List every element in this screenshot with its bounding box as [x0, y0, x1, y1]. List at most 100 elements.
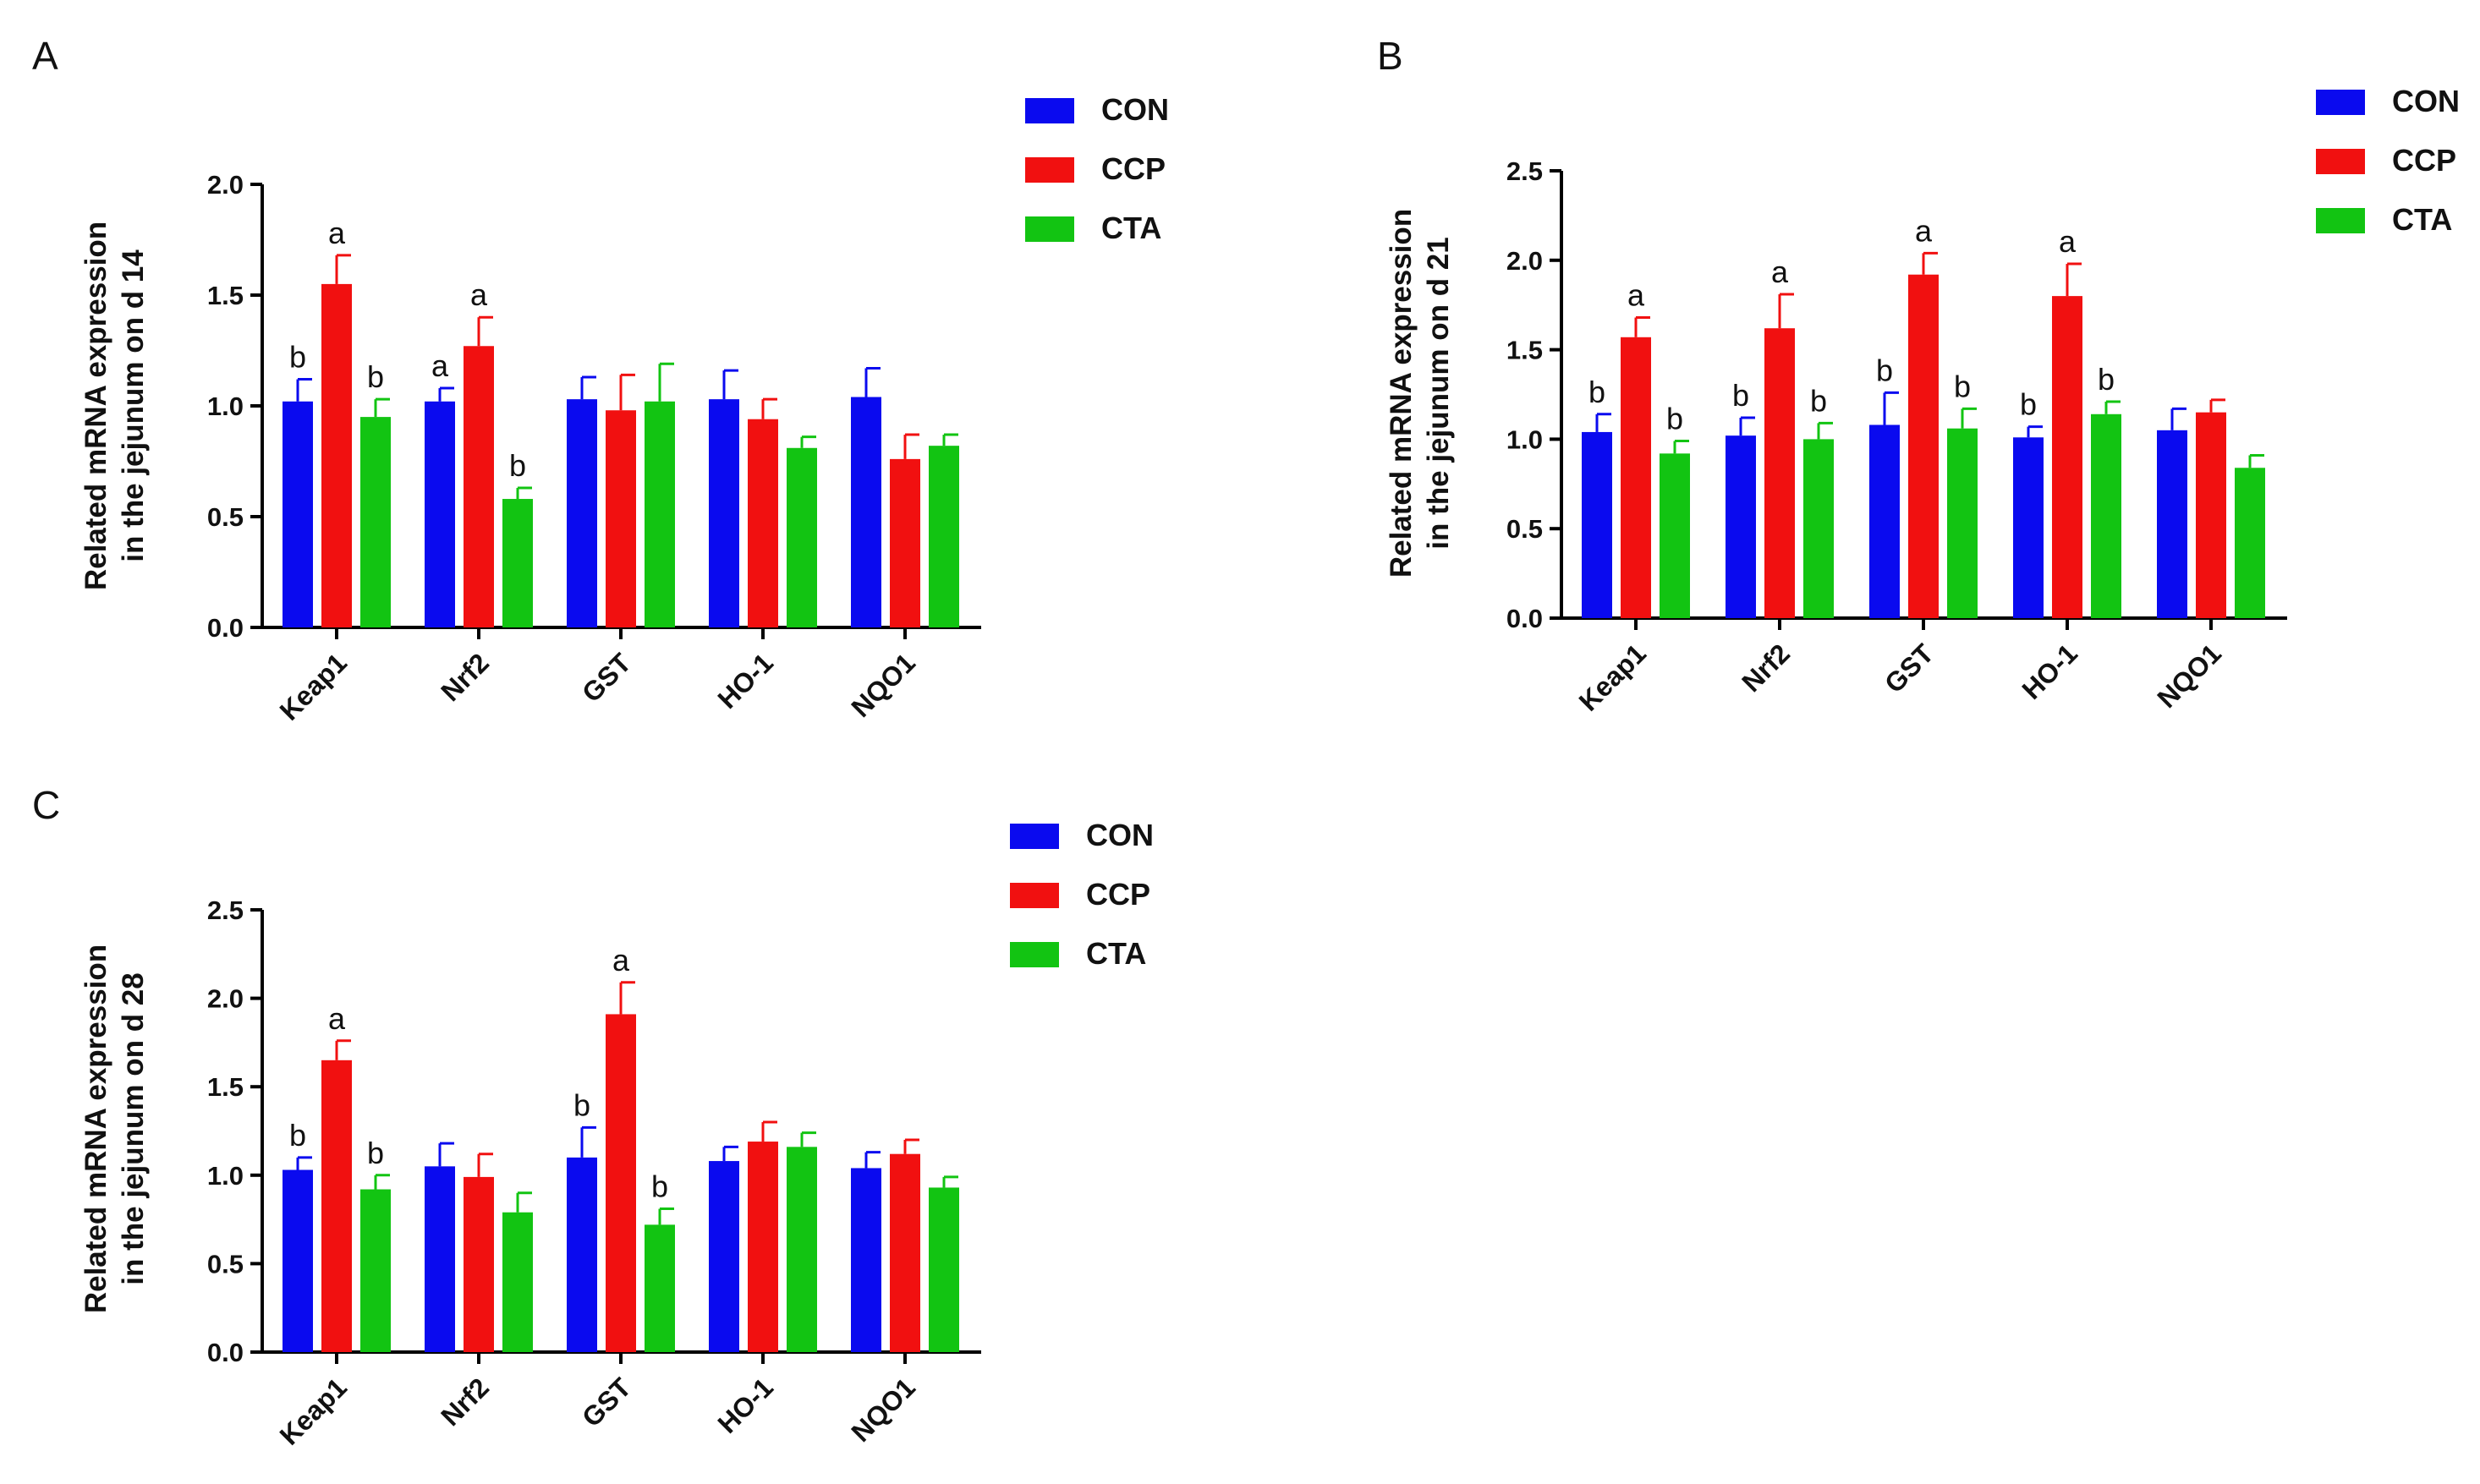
- y-tick-label: 2.5: [207, 895, 244, 925]
- bar-con: [2157, 430, 2187, 618]
- bar-ccp: [2196, 412, 2226, 618]
- significance-letter: a: [431, 348, 449, 383]
- y-axis-title-line: Related mRNA expression: [80, 945, 112, 1313]
- bar-cta: [1947, 428, 1978, 618]
- y-axis-title: Related mRNA expression in the jejunum on…: [80, 222, 150, 590]
- x-tick-label: Keap1: [274, 647, 353, 726]
- y-tick-label: 2.5: [1506, 156, 1543, 186]
- y-tick-label: 2.0: [207, 984, 244, 1014]
- bar-ccp: [1908, 274, 1939, 618]
- bar-con: [283, 1169, 313, 1352]
- bar-con: [851, 1168, 881, 1352]
- bar-con: [1726, 435, 1756, 618]
- significance-letter: a: [328, 216, 346, 250]
- significance-letter: b: [2020, 387, 2037, 422]
- significance-letter: b: [2098, 362, 2115, 397]
- x-tick-label: HO-1: [711, 647, 779, 715]
- bar-cta: [929, 1187, 959, 1352]
- legend-label-cta: CTA: [1101, 211, 1161, 245]
- significance-letter: b: [1588, 375, 1605, 409]
- significance-letter: b: [1666, 402, 1683, 436]
- bar-cta: [929, 446, 959, 627]
- bar-con: [283, 401, 313, 627]
- x-tick-label: NQO1: [2151, 638, 2227, 714]
- x-tick-label: Keap1: [274, 1372, 353, 1450]
- bar-cta: [502, 1212, 533, 1352]
- bar-con: [1582, 431, 1612, 618]
- y-axis-title-line: in the jejunum on d 28: [117, 972, 150, 1284]
- bar-con: [2013, 437, 2044, 618]
- x-tick-label: NQO1: [845, 1372, 921, 1448]
- significance-letter: a: [470, 277, 488, 312]
- bar-cta: [1803, 439, 1834, 618]
- legend-swatch-cta: [1025, 216, 1074, 242]
- x-tick-label: Keap1: [1573, 638, 1652, 716]
- y-tick-label: 1.5: [1506, 336, 1543, 365]
- legend-swatch-ccp: [1025, 157, 1074, 183]
- x-tick-label: Nrf2: [435, 1372, 495, 1432]
- bar-cta: [787, 447, 817, 627]
- x-tick-label: NQO1: [845, 647, 921, 723]
- y-tick-label: 0.0: [1506, 604, 1543, 633]
- legend-label-con: CON: [2392, 84, 2460, 118]
- bar-cta: [502, 499, 533, 627]
- y-axis-title-line: Related mRNA expression: [1385, 209, 1418, 578]
- legend-swatch-ccp: [2316, 149, 2365, 174]
- legend-label-ccp: CCP: [2392, 143, 2456, 178]
- bar-ccp: [464, 346, 494, 627]
- bar-con: [425, 401, 455, 627]
- significance-letter: b: [367, 1136, 384, 1170]
- y-axis-title: Related mRNA expression in the jejunum on…: [1385, 209, 1455, 578]
- legend-swatch-cta: [2316, 208, 2365, 233]
- significance-letter: a: [1627, 278, 1645, 313]
- bar-cta: [645, 401, 675, 627]
- legend-label-ccp: CCP: [1086, 877, 1150, 912]
- bar-ccp: [1621, 337, 1651, 618]
- panel-letter: A: [32, 34, 58, 78]
- bar-con: [567, 1157, 597, 1352]
- significance-letter: b: [1876, 353, 1893, 387]
- bar-cta: [787, 1147, 817, 1352]
- panel-letter: C: [32, 783, 60, 827]
- y-tick-label: 1.5: [207, 1072, 244, 1102]
- significance-letter: b: [509, 448, 526, 483]
- x-tick-label: GST: [576, 1372, 637, 1432]
- significance-letter: a: [1771, 255, 1789, 289]
- x-tick-label: GST: [1879, 638, 1940, 698]
- panel-a: A 0.0 0.5 1.0 1.5 2.0 Related mRNA expression i…: [32, 34, 1169, 726]
- significance-letter: b: [289, 1118, 306, 1153]
- panel-b: B 0.0 0.5 1.0 1.5 2.0 2.5 Related mRNA expressi…: [1377, 34, 2460, 717]
- bar-cta: [2235, 468, 2265, 618]
- y-tick-label: 0.5: [1506, 514, 1543, 544]
- legend-swatch-con: [1010, 824, 1059, 849]
- significance-letter: a: [328, 1001, 346, 1036]
- bar-ccp: [890, 1153, 920, 1352]
- legend-swatch-ccp: [1010, 883, 1059, 908]
- bar-con: [567, 399, 597, 627]
- significance-letter: a: [1915, 213, 1933, 248]
- legend-label-cta: CTA: [2392, 202, 2452, 237]
- y-tick-label: 1.0: [207, 392, 244, 421]
- significance-letter: a: [612, 943, 630, 977]
- legend-label-cta: CTA: [1086, 936, 1146, 971]
- bar-ccp: [748, 419, 778, 627]
- bar-cta: [2091, 413, 2121, 618]
- legend-label-con: CON: [1086, 818, 1154, 852]
- bar-ccp: [606, 410, 636, 627]
- y-axis-title-line: Related mRNA expression: [80, 222, 112, 590]
- bar-cta: [360, 1189, 391, 1352]
- significance-letter: b: [573, 1087, 590, 1122]
- bar-con: [1869, 424, 1900, 618]
- y-axis-title: Related mRNA expression in the jejunum on…: [80, 945, 150, 1313]
- y-tick-label: 0.5: [207, 1249, 244, 1279]
- x-tick-label: Nrf2: [435, 647, 495, 707]
- y-tick-label: 1.0: [207, 1161, 244, 1191]
- bar-ccp: [890, 458, 920, 627]
- bar-ccp: [464, 1176, 494, 1352]
- bar-ccp: [321, 283, 352, 627]
- y-tick-label: 0.5: [207, 502, 244, 532]
- panel-letter: B: [1377, 34, 1403, 78]
- y-axis-title-line: in the jejunum on d 14: [117, 249, 150, 562]
- bar-con: [709, 399, 739, 627]
